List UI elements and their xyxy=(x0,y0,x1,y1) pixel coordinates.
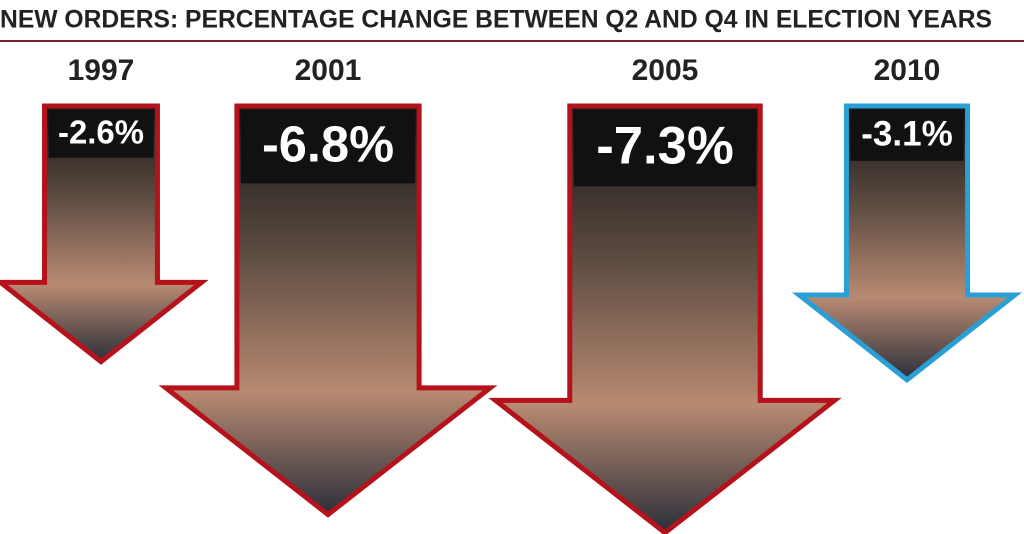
year-label: 2010 xyxy=(874,54,941,87)
value-label: -3.1% xyxy=(861,115,952,154)
label-box xyxy=(573,110,757,187)
arrow xyxy=(0,103,209,365)
arrow xyxy=(158,103,498,518)
label-box xyxy=(48,110,154,158)
year-label: 1997 xyxy=(68,54,135,87)
value-label: -6.8% xyxy=(262,115,394,172)
year-label: 2001 xyxy=(295,54,362,87)
arrow xyxy=(488,103,842,534)
arrow xyxy=(791,103,1023,384)
value-label: -7.3% xyxy=(596,116,734,175)
year-label: 2005 xyxy=(632,54,699,87)
label-box xyxy=(850,110,964,161)
chart-title: NEW ORDERS: PERCENTAGE CHANGE BETWEEN Q2… xyxy=(0,6,992,34)
value-label: -2.6% xyxy=(58,113,144,150)
label-box xyxy=(240,110,416,184)
